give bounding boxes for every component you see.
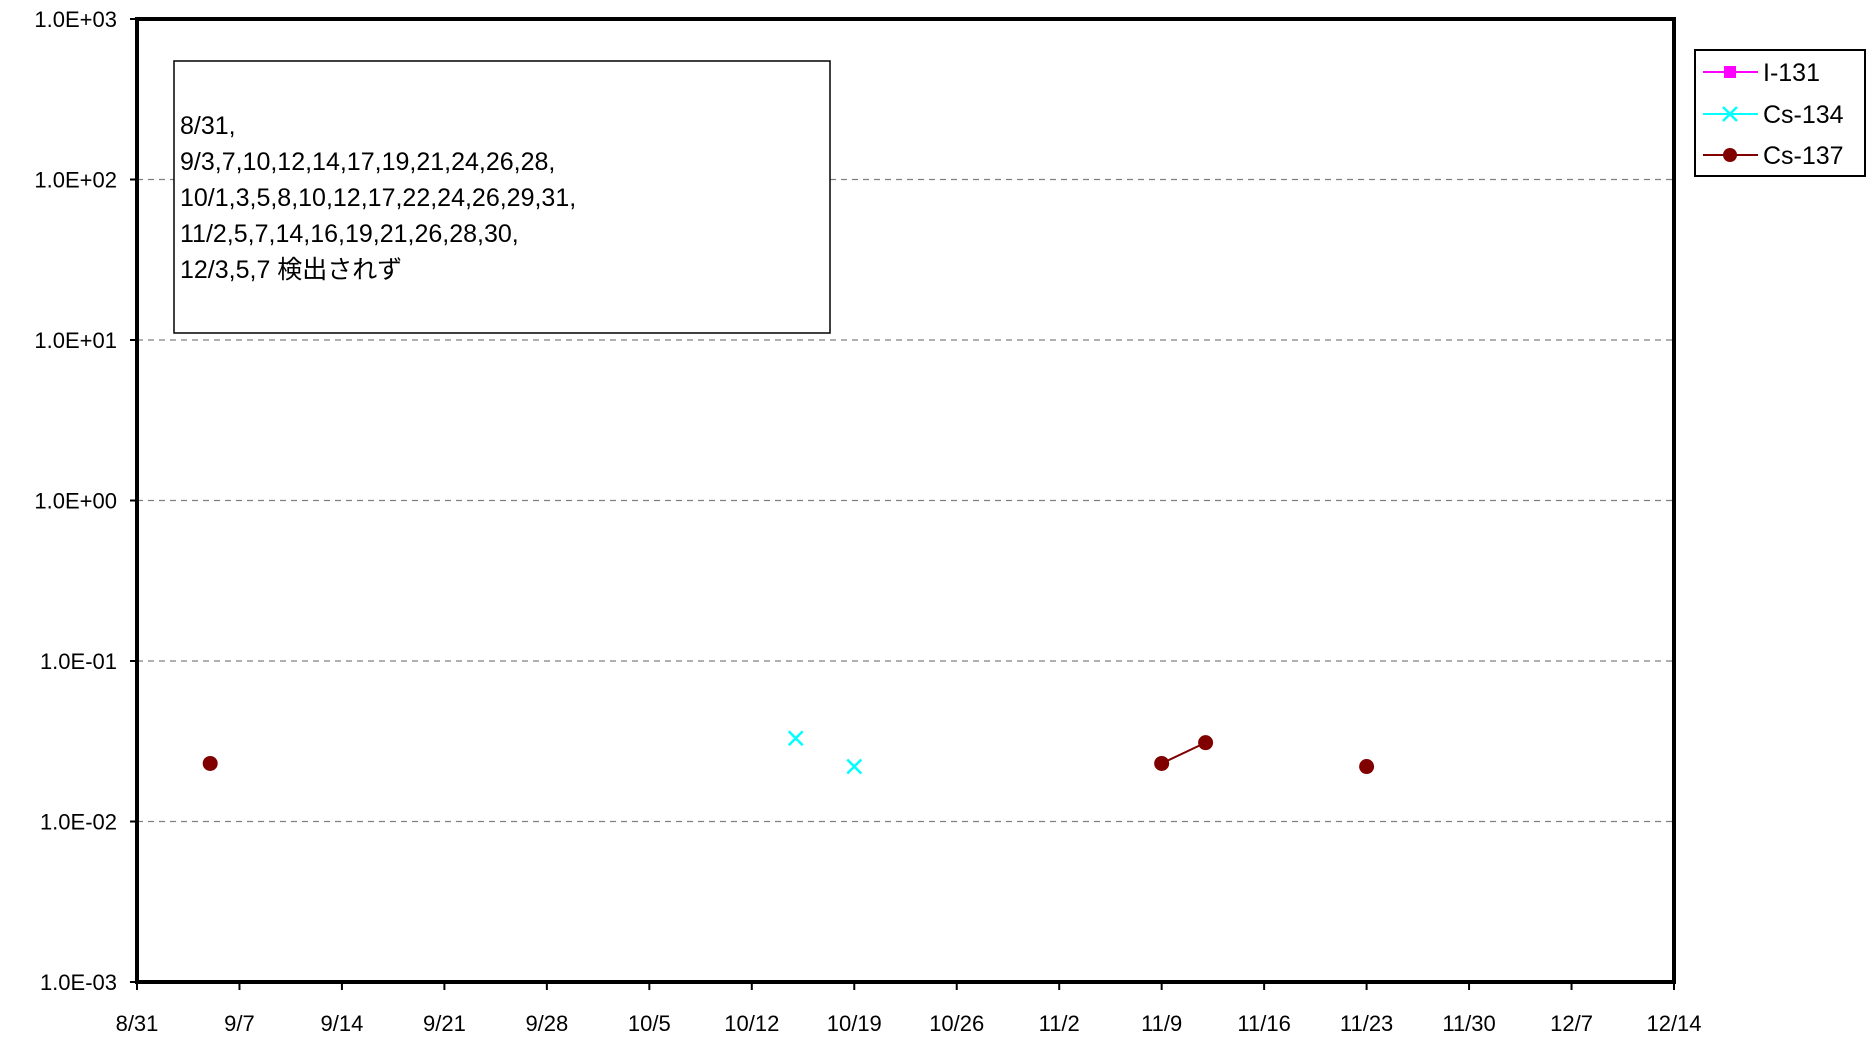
x-tick-label: 11/9: [1141, 1011, 1182, 1036]
data-point: [202, 755, 218, 771]
y-tick-label: 1.0E+02: [34, 168, 117, 193]
x-tick-label: 9/14: [321, 1011, 364, 1036]
x-tick-label: 11/2: [1039, 1011, 1080, 1036]
circle-marker-icon: [1723, 148, 1737, 162]
axis-ticks: [130, 18, 1675, 990]
y-axis-tick-labels: 1.0E+03 1.0E+02 1.0E+01 1.0E+00 1.0E-01 1.0E-…: [34, 7, 117, 995]
y-tick-label: 1.0E-03: [40, 970, 117, 995]
data-series: [202, 730, 1375, 775]
data-point: [846, 758, 863, 775]
annotation-line: 12/3,5,7 検出されず: [180, 256, 402, 284]
data-point: [1154, 755, 1170, 771]
legend-label: I-131: [1763, 59, 1820, 87]
square-marker-icon: [1724, 66, 1736, 78]
data-point: [787, 730, 804, 747]
x-tick-label: 11/16: [1237, 1011, 1290, 1036]
data-point: [1198, 735, 1214, 751]
y-tick-label: 1.0E-01: [40, 649, 117, 674]
x-tick-label: 9/21: [423, 1011, 466, 1036]
annotation-line: 10/1,3,5,8,10,12,17,22,24,26,29,31,: [180, 184, 576, 212]
legend-entry-cs134: Cs-134: [1703, 101, 1844, 129]
x-tick-label: 10/19: [827, 1011, 882, 1036]
y-tick-label: 1.0E+01: [34, 328, 117, 353]
x-tick-label: 9/28: [525, 1011, 568, 1036]
x-tick-label: 10/12: [724, 1011, 779, 1036]
x-tick-label: 9/7: [224, 1011, 255, 1036]
data-point: [1359, 759, 1375, 775]
x-tick-label: 10/26: [929, 1011, 984, 1036]
legend: I-131 Cs-134 Cs-137: [1694, 49, 1866, 177]
x-tick-label: 8/31: [116, 1011, 159, 1036]
x-tick-label: 11/23: [1340, 1011, 1393, 1036]
series-cs137: [202, 735, 1375, 775]
annotation-box: 8/31, 9/3,7,10,12,14,17,19,21,24,26,28, …: [173, 60, 831, 334]
x-marker-icon: [1722, 106, 1738, 122]
x-tick-label: 10/5: [628, 1011, 671, 1036]
series-line-segment: [1161, 741, 1207, 765]
legend-label: Cs-137: [1763, 142, 1844, 170]
annotation-line: 11/2,5,7,14,16,19,21,26,28,30,: [180, 220, 519, 248]
legend-label: Cs-134: [1763, 101, 1844, 129]
y-tick-label: 1.0E-02: [40, 810, 117, 835]
annotation-line: 9/3,7,10,12,14,17,19,21,24,26,28,: [180, 148, 555, 176]
annotation-line: 8/31,: [180, 112, 236, 140]
x-tick-label: 12/14: [1646, 1011, 1701, 1036]
legend-entry-i131: I-131: [1703, 59, 1820, 87]
y-tick-label: 1.0E+00: [34, 489, 117, 514]
series-cs134: [787, 730, 863, 775]
x-tick-label: 11/30: [1442, 1011, 1495, 1036]
x-axis-tick-labels: 8/31 9/7 9/14 9/21 9/28 10/5 10/12 10/19 10/26 11…: [116, 1011, 1702, 1036]
legend-entry-cs137: Cs-137: [1703, 142, 1844, 170]
x-tick-label: 12/7: [1550, 1011, 1593, 1036]
y-tick-label: 1.0E+03: [34, 7, 117, 32]
